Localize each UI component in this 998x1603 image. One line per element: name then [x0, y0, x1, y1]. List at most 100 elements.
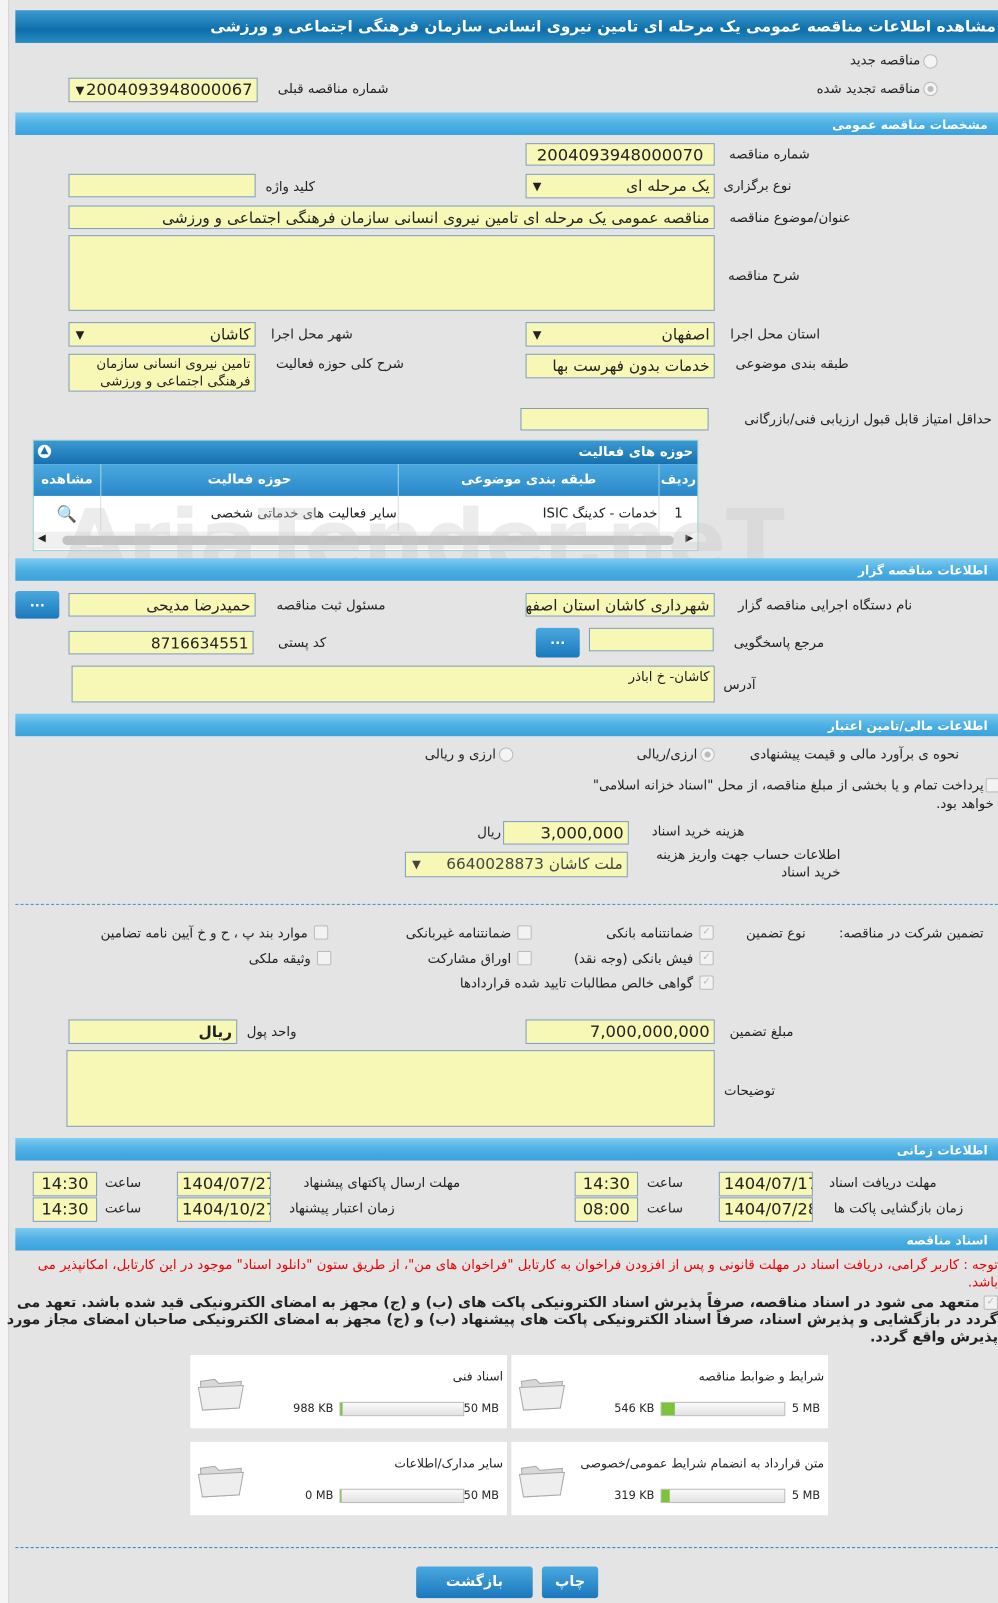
- officer-more-button[interactable]: ...: [15, 591, 60, 619]
- validity-date[interactable]: 1404/10/27: [176, 1197, 271, 1222]
- file-size-fill: [340, 1402, 343, 1416]
- doc-deadline-time[interactable]: 14:30: [574, 1171, 639, 1197]
- file-card[interactable]: اسناد فنی 50 MB 988 KB: [189, 1353, 509, 1430]
- file-size-bar: [660, 1488, 786, 1504]
- currency-field[interactable]: ریال: [68, 1019, 238, 1044]
- chevron-down-icon: ▼: [532, 328, 542, 342]
- print-button[interactable]: چاپ: [541, 1566, 599, 1599]
- amount-field[interactable]: 7,000,000,000: [525, 1019, 715, 1044]
- file-size-bar: [339, 1488, 465, 1504]
- label-org: نام دستگاه اجرایی مناقصه گزار: [738, 598, 913, 614]
- chevron-down-icon: ▼: [75, 83, 85, 98]
- horizontal-scrollbar[interactable]: ◀ ▶: [33, 531, 698, 550]
- validity-time[interactable]: 14:30: [32, 1197, 98, 1222]
- table-row: 1 خدمات - کدینگ ISIC سایر فعالیت های خدم…: [33, 495, 698, 531]
- left-border: [0, 0, 10, 1603]
- postal-field[interactable]: 8716634551: [68, 630, 254, 655]
- min-score-field[interactable]: [520, 407, 709, 431]
- checkbox-nonbank-guarantee[interactable]: [517, 925, 532, 940]
- checkbox-bank-guarantee[interactable]: ✓: [699, 925, 714, 940]
- radio-new-tender[interactable]: [923, 54, 938, 69]
- ref-field[interactable]: [588, 627, 714, 652]
- doc-fee-field[interactable]: 3,000,000: [503, 821, 629, 845]
- section-timing: اطلاعات زمانی: [15, 1138, 998, 1161]
- scroll-right-icon[interactable]: ▶: [685, 532, 694, 544]
- prev-number-select[interactable]: 2004093948000067 ▼: [68, 77, 258, 103]
- file-name: سایر مدارک/اطلاعات: [394, 1456, 504, 1471]
- file-card[interactable]: سایر مدارک/اطلاعات 50 MB 0 MB: [189, 1440, 509, 1517]
- org-field[interactable]: شهرداری کاشان استان اصفهان: [525, 593, 715, 617]
- account-value: ملت کاشان 6640028873: [446, 854, 623, 874]
- checkbox-clauses[interactable]: [313, 925, 329, 940]
- activity-desc-textarea[interactable]: تامین نیروی انسانی سازمان فرهنگی اجتماعی…: [68, 353, 256, 392]
- keyword-field[interactable]: [68, 173, 256, 198]
- file-card[interactable]: شرایط و ضوابط مناقصه 5 MB 546 KB: [510, 1353, 830, 1430]
- divider: [15, 1547, 998, 1549]
- chevron-down-icon: ▼: [412, 857, 421, 872]
- doc-fee-unit: ریال: [477, 825, 502, 841]
- chevron-down-icon: ▼: [532, 179, 542, 194]
- label-cash-receipt: فیش بانکی (وجه نقد): [573, 951, 694, 968]
- treasury-text-2: خواهد بود.: [936, 796, 994, 812]
- address-textarea[interactable]: کاشان- خ اباذر: [71, 665, 715, 703]
- folder-icon: [518, 1465, 566, 1498]
- label-bonds: اوراق مشارکت: [427, 951, 512, 968]
- section-organizer: اطلاعات مناقصه گزار: [15, 558, 998, 581]
- file-size: 546 KB: [614, 1401, 655, 1416]
- label-activity-desc: شرح کلی حوزه فعالیت: [275, 356, 404, 373]
- tender-number-field[interactable]: 2004093948000070: [525, 143, 715, 166]
- commitment-checkbox[interactable]: ✓: [983, 1295, 998, 1310]
- scroll-left-icon[interactable]: ◀: [37, 532, 46, 544]
- magnifier-icon[interactable]: 🔍: [33, 495, 102, 531]
- account-select[interactable]: ملت کاشان 6640028873 ▼: [404, 851, 628, 878]
- city-select[interactable]: کاشان ▼: [68, 322, 256, 347]
- treasury-text: پرداخت تمام و یا بخشی از مبلغ مناقصه، از…: [592, 778, 984, 794]
- file-max-size: 5 MB: [791, 1401, 821, 1416]
- collapse-icon[interactable]: ▲: [37, 444, 52, 459]
- label-city: شهر محل اجرا: [270, 327, 353, 343]
- file-size: 988 KB: [293, 1401, 334, 1416]
- category-field[interactable]: خدمات بدون فهرست بها: [525, 353, 715, 379]
- submit-date[interactable]: 1404/07/27: [176, 1171, 271, 1197]
- checkbox-receivables[interactable]: ✓: [699, 975, 714, 990]
- radio-renewed-tender[interactable]: [923, 81, 938, 97]
- treasury-checkbox[interactable]: [985, 778, 998, 793]
- officer-field[interactable]: حمیدرضا مدیحی: [68, 593, 256, 617]
- opening-time[interactable]: 08:00: [574, 1197, 639, 1222]
- checkbox-property[interactable]: [316, 950, 332, 966]
- documents-notice: توجه : کاربر گرامی، دریافت اسناد در مهلت…: [37, 1257, 998, 1291]
- ref-more-button[interactable]: ...: [535, 627, 580, 658]
- description-textarea[interactable]: [68, 235, 715, 311]
- doc-deadline-date[interactable]: 1404/07/17: [718, 1171, 813, 1197]
- radio-rial-or-currency[interactable]: [700, 747, 715, 762]
- notes-textarea[interactable]: [66, 1050, 715, 1127]
- holding-type-select[interactable]: یک مرحله ای ▼: [525, 173, 715, 199]
- activities-table: حوزه های فعالیت ▲ ردیف طبقه بندی موضوعی …: [32, 439, 699, 552]
- label-guarantee-type: نوع تضمین: [745, 926, 806, 942]
- label-nonbank-guarantee: ضمانتنامه غیربانکی: [405, 926, 512, 942]
- col-view: مشاهده: [33, 464, 102, 496]
- file-size-fill: [340, 1489, 342, 1503]
- label-time: ساعت: [104, 1175, 142, 1192]
- folder-icon: [197, 1465, 244, 1498]
- checkbox-cash-receipt[interactable]: ✓: [699, 950, 714, 966]
- label-notes: توضیحات: [724, 1083, 776, 1100]
- label-category: طبقه بندی موضوعی: [735, 356, 849, 373]
- province-select[interactable]: اصفهان ▼: [525, 322, 715, 347]
- section-documents: اسناد مناقصه: [15, 1228, 998, 1251]
- label-new-tender: مناقصه جدید: [849, 53, 921, 69]
- file-name: اسناد فنی: [452, 1369, 504, 1384]
- file-size: 319 KB: [614, 1488, 655, 1503]
- radio-rial-and-currency[interactable]: [498, 747, 514, 762]
- cell-row: 1: [674, 505, 683, 521]
- checkbox-bonds[interactable]: [517, 950, 532, 966]
- scrollbar-thumb[interactable]: [62, 535, 674, 545]
- file-card[interactable]: متن قرارداد به انضمام شرایط عمومی/خصوصی …: [510, 1440, 830, 1517]
- label-prev-number: شماره مناقصه قبلی: [277, 81, 389, 98]
- cell-field: سایر فعالیت های خدماتی شخصی: [100, 495, 399, 531]
- opening-date[interactable]: 1404/07/28: [718, 1197, 813, 1222]
- back-button[interactable]: بازگشت: [416, 1566, 533, 1599]
- submit-time[interactable]: 14:30: [32, 1171, 98, 1197]
- subject-field[interactable]: مناقصه عمومی یک مرحله ای تامین نیروی انس…: [68, 205, 715, 230]
- cell-category: خدمات - کدینگ ISIC: [398, 495, 660, 531]
